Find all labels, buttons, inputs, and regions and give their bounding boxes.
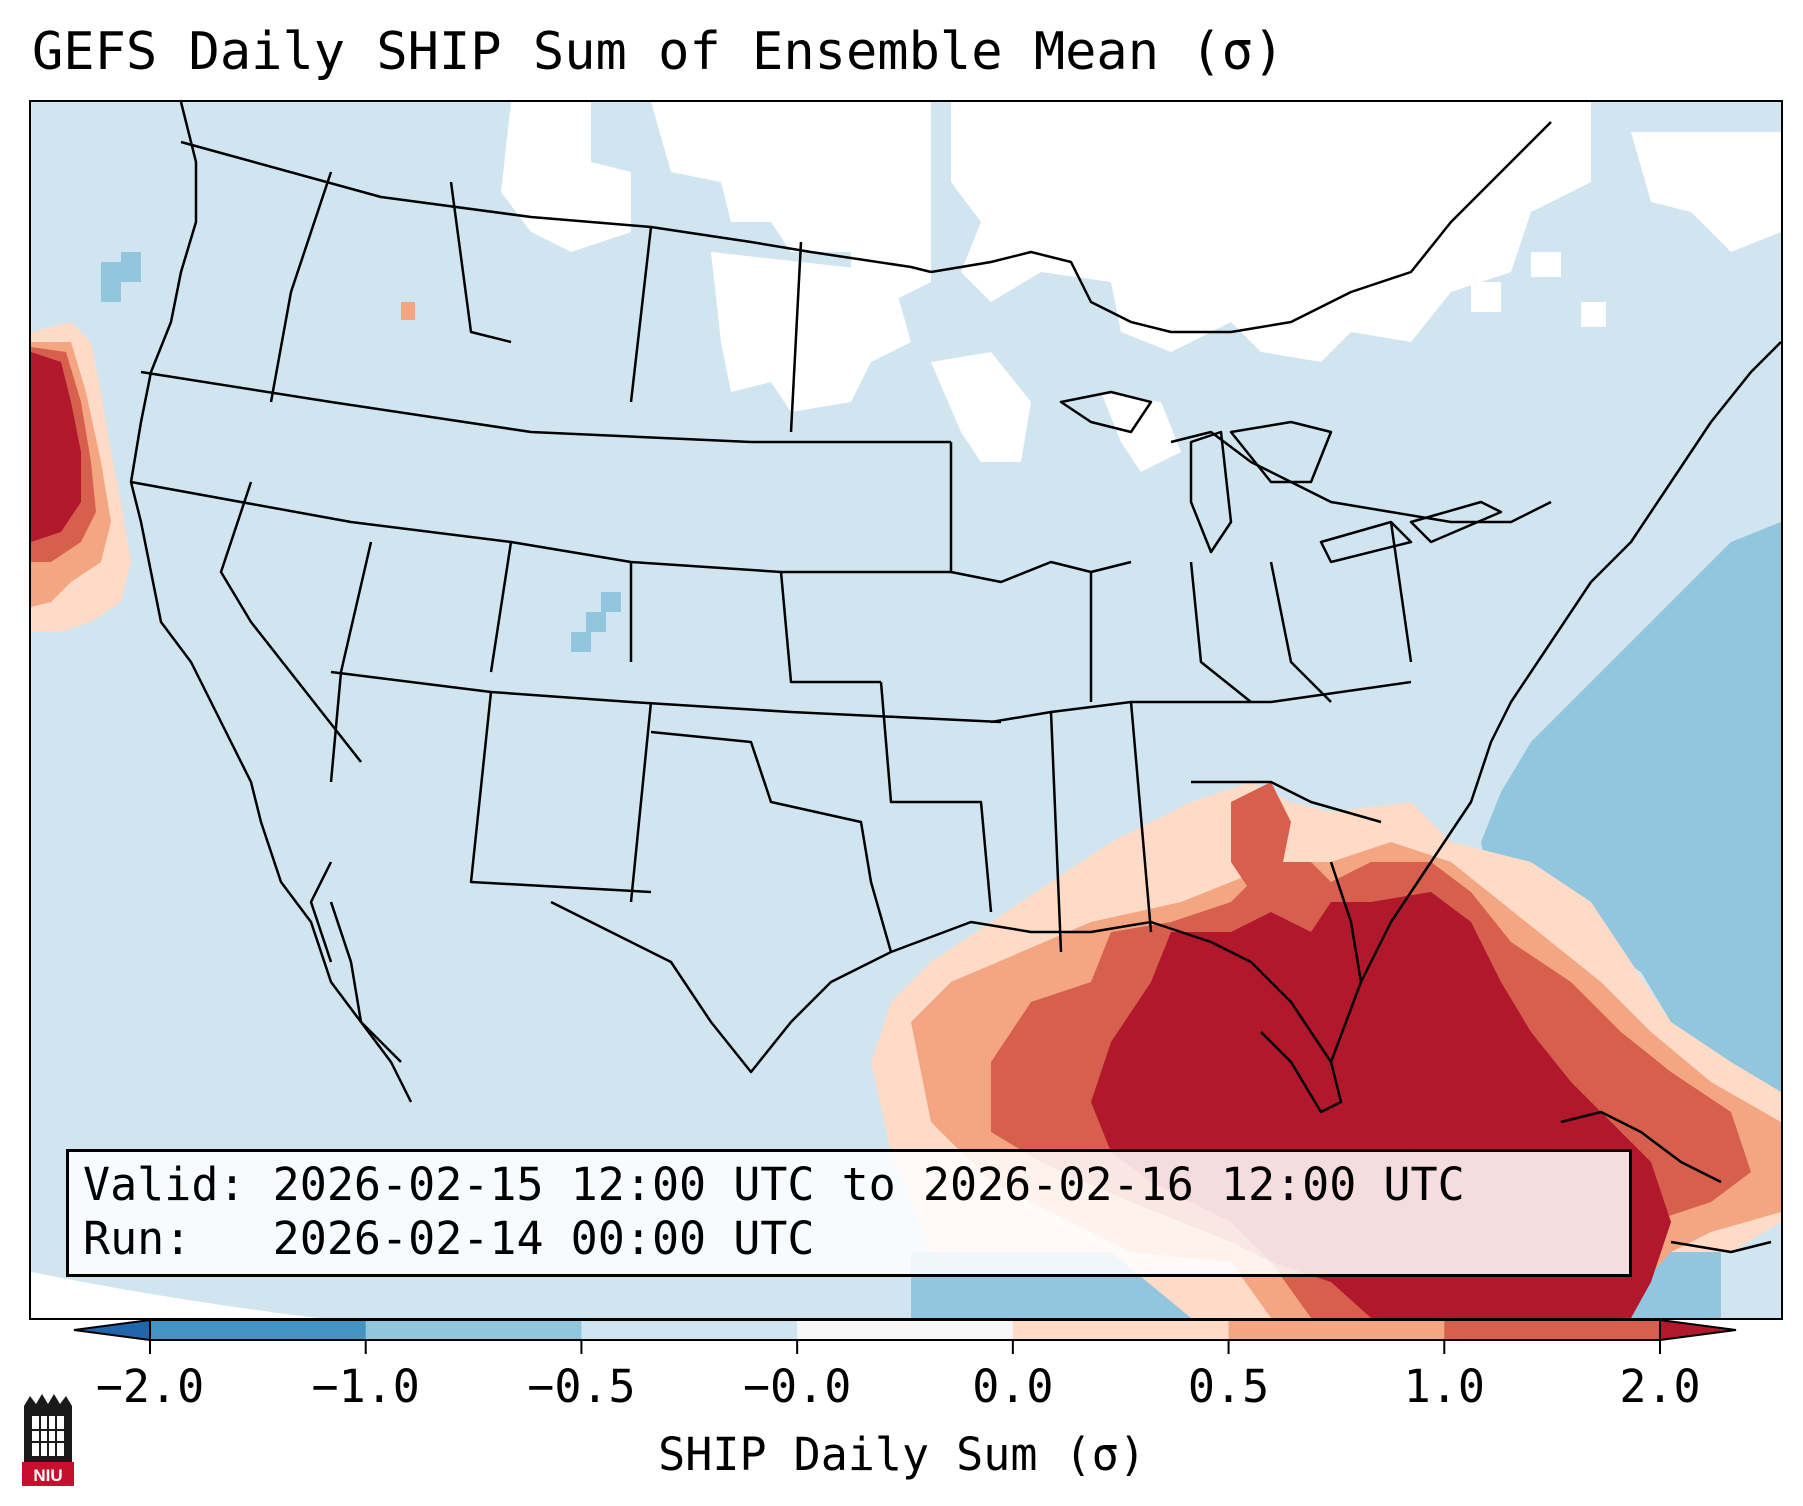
colorbar-ticks: [149, 1340, 1661, 1354]
map-panel: [29, 100, 1783, 1320]
colorbar-bin: [1228, 1320, 1445, 1340]
colorbar-tick-label: 1.0: [1403, 1360, 1485, 1413]
near-zero-region: [501, 102, 1781, 472]
colorbar-right-extension: [1659, 1319, 1737, 1341]
colorbar: [73, 1319, 1737, 1354]
colorbar-bin: [365, 1320, 582, 1340]
colorbar-bin: [581, 1320, 798, 1340]
run-time-text: Run: 2026-02-14 00:00 UTC: [83, 1212, 815, 1265]
colorbar-bins: [74, 1320, 1736, 1340]
valid-run-info-box: Valid: 2026-02-15 12:00 UTC to 2026-02-1…: [66, 1149, 1632, 1277]
colorbar-bin: [1660, 1320, 1736, 1340]
pacific-positive-region: [31, 302, 415, 632]
colorbar-bin: [74, 1320, 150, 1340]
projection-edge-region: [31, 1272, 319, 1318]
colorbar-bin: [150, 1320, 367, 1340]
colorbar-tick-label: 0.5: [1187, 1360, 1270, 1413]
ship-anomaly-map: [31, 102, 1781, 1318]
colorbar-left-extension: [73, 1319, 151, 1341]
colorbar-bin: [1012, 1320, 1230, 1340]
map-title: GEFS Daily SHIP Sum of Ensemble Mean (σ): [32, 22, 1285, 82]
colorbar-tick-label: −0.0: [742, 1360, 852, 1413]
valid-time-text: Valid: 2026-02-15 12:00 UTC to 2026-02-1…: [83, 1158, 1465, 1211]
niu-logo: NIU: [22, 1394, 74, 1486]
colorbar-outline: [149, 1319, 1661, 1341]
colorbar-bin: [797, 1320, 1014, 1340]
colorbar-tick-label: 2.0: [1619, 1360, 1701, 1413]
niu-logo-text: NIU: [33, 1466, 62, 1485]
colorbar-label: SHIP Daily Sum (σ): [658, 1428, 1146, 1481]
colorbar-tick-label: −0.5: [527, 1360, 636, 1413]
colorbar-bin: [1444, 1320, 1661, 1340]
political-boundaries: [129, 102, 1781, 1254]
colorbar-tick-label: 0.0: [972, 1360, 1054, 1413]
colorbar-tick-label: −1.0: [311, 1360, 420, 1413]
colorbar-tick-label: −2.0: [95, 1360, 205, 1413]
